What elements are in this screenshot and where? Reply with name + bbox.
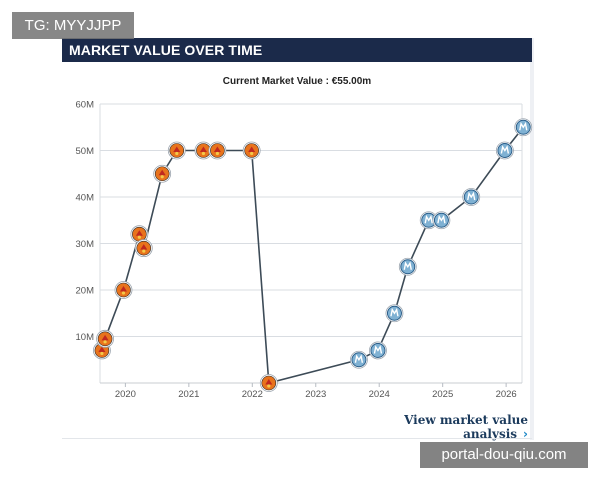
data-point[interactable] [153,164,172,183]
data-points [93,118,533,392]
data-point[interactable] [385,304,404,323]
y-axis-ticks: 10M 20M 30M 40M 50M 60M [76,100,95,344]
crest-ball-icon [267,384,271,388]
y-tick-label: 10M [76,332,95,343]
data-point[interactable] [167,141,186,160]
crest-emblem-icon [173,146,181,152]
crest-letter-icon [403,261,412,270]
crest-letter-icon [424,214,433,224]
y-tick-label: 40M [76,193,95,204]
view-analysis-link[interactable]: View market value analysis › [340,413,528,441]
chart-grid [99,103,523,384]
chevron-right-icon: › [523,427,528,441]
crest-ring-icon [386,305,402,321]
crest-ball-icon [250,151,254,156]
data-point[interactable] [114,281,133,299]
view-analysis-label: View market value analysis [404,413,528,441]
x-tick-label: 2023 [305,389,326,400]
x-tick-label: 2025 [432,389,453,400]
data-point[interactable] [432,211,451,230]
crest-letter-icon [467,191,476,201]
crest-ball-icon [201,151,206,156]
data-point[interactable] [208,141,227,160]
crest-emblem-icon [119,286,127,292]
crest-letter-icon [500,145,510,154]
data-point[interactable] [419,211,438,230]
data-point[interactable] [130,225,149,244]
crest-ring-icon [370,343,386,358]
crest-ball-icon [142,249,146,253]
crest-ring-icon [400,259,416,275]
x-tick-label: 2026 [496,389,517,400]
y-tick-label: 30M [76,239,95,250]
crest-ball-icon [175,151,179,156]
crest-emblem-icon [140,244,148,250]
crest-emblem-icon [158,169,166,176]
data-point[interactable] [350,350,368,369]
x-tick-label: 2021 [178,389,199,400]
footer-divider [62,438,532,439]
y-tick-label: 60M [76,100,95,111]
watermark-top: TG: MYYJJPP [12,12,134,39]
crest-ball-icon [100,351,104,356]
crest-letter-icon [390,307,399,317]
x-tick-label: 2020 [115,389,136,400]
crest-ball-icon [121,291,126,295]
crest-emblem-icon [135,230,143,236]
crest-ball-icon [160,175,164,179]
crest-ball-icon [103,340,107,344]
data-point[interactable] [194,141,213,160]
data-point[interactable] [462,188,481,206]
crest-ball-icon [137,235,141,239]
crest-emblem-icon [199,146,207,152]
crest-emblem-icon [265,379,273,385]
data-point[interactable] [134,239,153,258]
watermark-bottom: portal-dou-qiu.com [420,442,588,468]
x-tick-label: 2024 [369,389,390,400]
x-tick-label: 2022 [242,389,263,400]
crest-emblem-icon [248,146,256,152]
crest-letter-icon [373,345,383,354]
crest-emblem-icon [98,346,106,352]
x-axis-ticks: 2020 2021 2022 2023 2024 2025 2026 [115,383,517,400]
crest-ring-icon [515,119,531,135]
crest-ring-icon [463,189,479,205]
crest-emblem-icon [213,146,221,152]
widget-header: MARKET VALUE OVER TIME [62,38,532,62]
data-point[interactable] [242,141,261,160]
crest-ring-icon [433,212,449,228]
crest-ball-icon [215,151,219,156]
crest-ring-icon [497,143,513,158]
data-point[interactable] [96,329,114,348]
crest-letter-icon [354,354,364,363]
data-point[interactable] [259,374,278,392]
chart-title: Current Market Value : €55.00m [222,76,372,87]
crest-emblem-icon [101,334,109,341]
crest-letter-icon [519,121,528,131]
crest-ring-icon [351,352,367,368]
data-point[interactable] [369,341,387,360]
data-point[interactable] [495,141,514,160]
data-point[interactable] [514,118,533,137]
data-point[interactable] [398,257,417,276]
crest-letter-icon [437,214,446,224]
y-tick-label: 20M [76,286,95,297]
y-tick-label: 50M [76,146,95,157]
